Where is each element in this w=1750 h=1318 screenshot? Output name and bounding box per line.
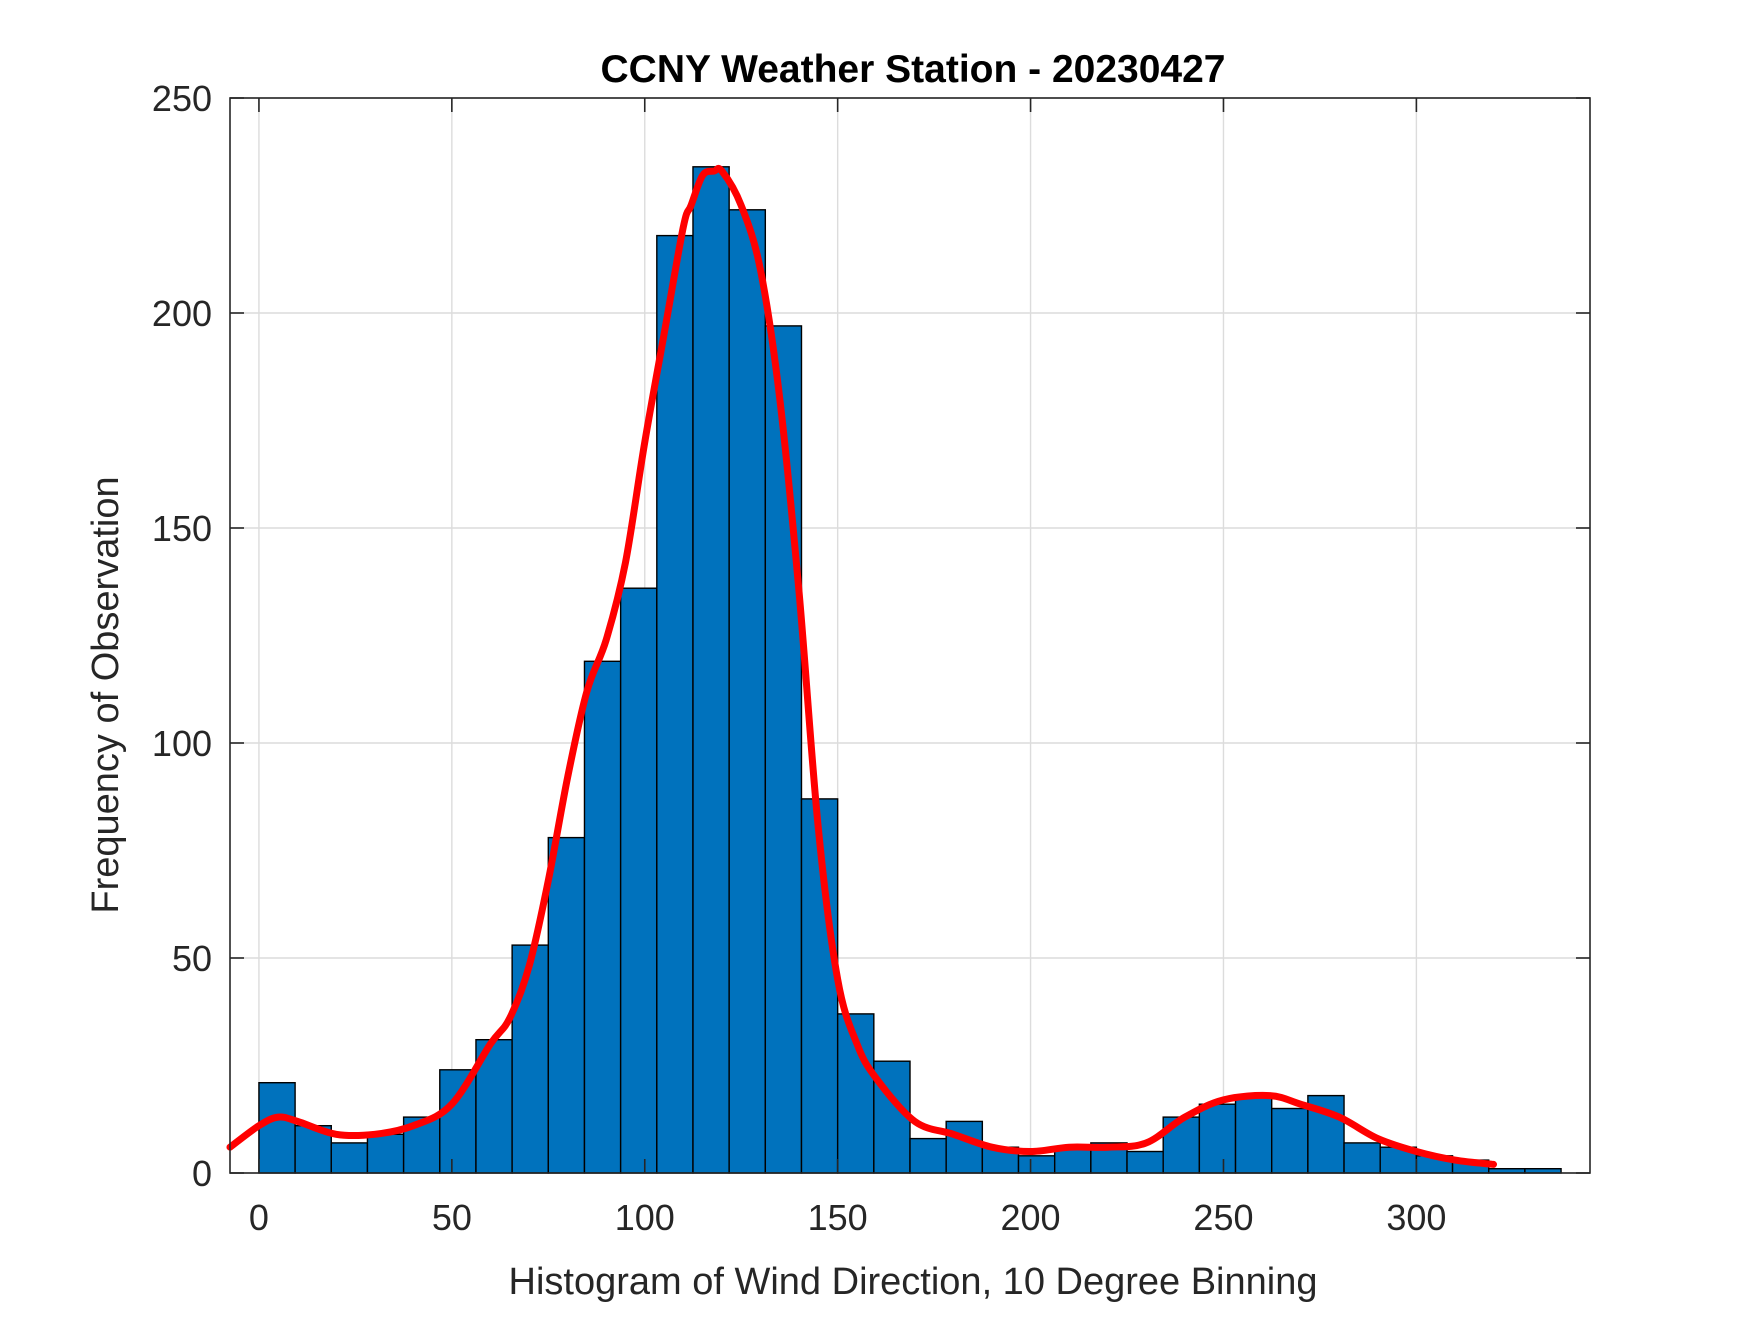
y-tick-label: 200 (152, 293, 212, 334)
histogram-bar (366, 1133, 405, 1174)
histogram-bar (511, 944, 549, 1174)
y-tick-label: 150 (152, 508, 212, 549)
histogram-bar (764, 325, 803, 1174)
y-tick-label: 250 (152, 78, 212, 119)
histogram-bar (692, 166, 730, 1174)
histogram-bar (619, 587, 658, 1174)
chart-title: CCNY Weather Station - 20230427 (601, 48, 1226, 91)
histogram-bar (330, 1142, 369, 1174)
axis-ticks (230, 97, 1590, 1174)
histogram-bar (583, 660, 622, 1174)
histogram-bar (258, 1081, 296, 1174)
x-tick-label: 0 (249, 1197, 269, 1238)
histogram-bar (945, 1120, 984, 1174)
histogram-bar (728, 209, 767, 1174)
y-tick-labels: 0 50 100 150 200 250 (152, 78, 212, 1194)
histogram-bar (656, 234, 694, 1174)
plot-frame (229, 97, 1591, 1174)
bars (258, 166, 1562, 1174)
density-curve (226, 164, 1497, 1168)
histogram-bar (1198, 1103, 1237, 1174)
x-tick-label: 100 (615, 1197, 675, 1238)
histogram-bar (1271, 1107, 1309, 1174)
x-tick-labels: 0 50 100 150 200 250 300 (249, 1197, 1447, 1238)
x-tick-label: 150 (808, 1197, 868, 1238)
histogram-bar (1126, 1150, 1164, 1174)
y-axis-label: Frequency of Observation (85, 476, 127, 913)
histogram-bar (1343, 1142, 1381, 1174)
y-tick-label: 100 (152, 723, 212, 764)
y-tick-label: 0 (192, 1153, 212, 1194)
histogram-bar (439, 1069, 477, 1174)
x-axis-label: Histogram of Wind Direction, 10 Degree B… (509, 1261, 1318, 1303)
histogram-bar (547, 836, 586, 1174)
x-tick-label: 50 (432, 1197, 472, 1238)
x-tick-label: 250 (1193, 1197, 1253, 1238)
x-tick-label: 200 (1001, 1197, 1061, 1238)
y-tick-label: 50 (172, 938, 212, 979)
histogram-bar (1017, 1155, 1056, 1174)
histogram-bar (1234, 1094, 1273, 1174)
x-tick-label: 300 (1386, 1197, 1446, 1238)
histogram-bar (909, 1137, 947, 1174)
plot-area (230, 98, 1590, 1173)
